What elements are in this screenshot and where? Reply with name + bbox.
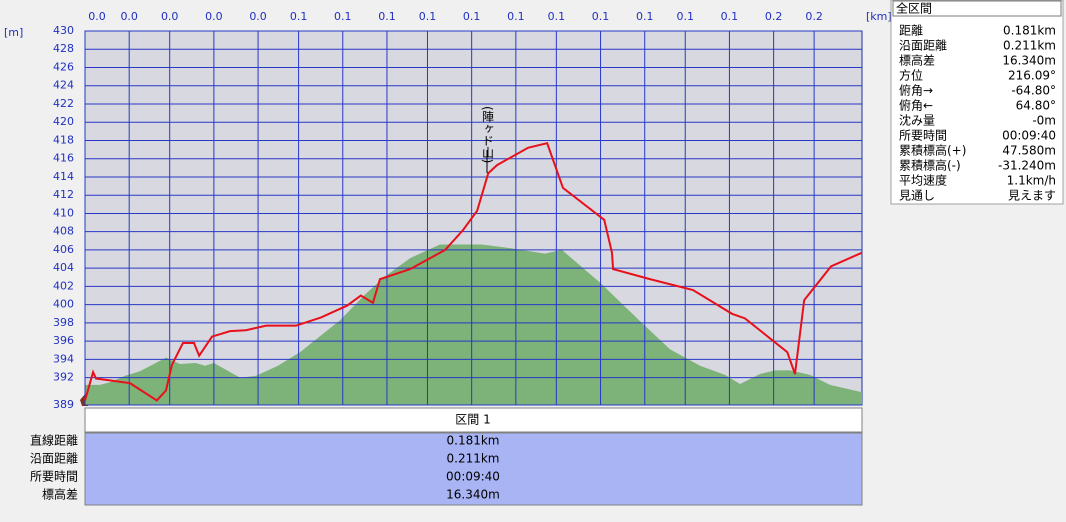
- section-title: 区間 1: [455, 413, 490, 427]
- y-tick-label: 398: [53, 316, 74, 329]
- summary-header[interactable]: [892, 0, 1062, 17]
- summary-label: 俯角←: [899, 98, 933, 113]
- y-tick-label: 428: [53, 42, 74, 55]
- section-label: 標高差: [42, 487, 78, 502]
- section-header: [84, 407, 863, 433]
- x-tick-label: 0.1: [334, 10, 352, 23]
- summary-value: 0.211km: [1003, 39, 1056, 53]
- summary-value: 見えます: [1008, 189, 1056, 203]
- section-label: 所要時間: [30, 470, 78, 484]
- summary-value: 0.181km: [1003, 24, 1056, 38]
- summary-value: 16.340m: [1002, 54, 1056, 68]
- summary-label: 沈み量: [899, 113, 935, 128]
- x-tick-label: 0.1: [378, 10, 396, 23]
- summary-value: -64.80°: [1011, 84, 1056, 98]
- section-value: 0.211km: [447, 452, 500, 466]
- summary-value: 1.1km/h: [1007, 174, 1056, 188]
- route-line: [84, 142, 863, 402]
- summary-value: 00:09:40: [1002, 129, 1056, 143]
- x-tick-label: 0.1: [676, 10, 694, 23]
- x-tick-label: 0.1: [592, 10, 610, 23]
- summary-panel: [890, 0, 1064, 205]
- summary-label: 標高差: [899, 53, 935, 68]
- summary-label: 沿面距離: [899, 39, 947, 53]
- y-tick-label: 422: [53, 97, 74, 110]
- x-tick-label: 0.1: [548, 10, 566, 23]
- x-tick-label: 0.1: [721, 10, 739, 23]
- summary-value: -31.240m: [998, 159, 1056, 173]
- summary-label: 俯角→: [899, 83, 933, 98]
- summary-value: 216.09°: [1008, 69, 1056, 83]
- summary-label: 距離: [899, 24, 923, 38]
- section-value: 16.340m: [446, 488, 500, 502]
- x-tick-label: 0.1: [419, 10, 437, 23]
- summary-label: 累積標高(+): [899, 143, 966, 158]
- x-tick-label: 0.0: [205, 10, 223, 23]
- y-unit: [m]: [4, 26, 23, 39]
- y-tick-label: 410: [53, 206, 74, 219]
- x-tick-label: 0.2: [765, 10, 783, 23]
- x-unit: [km]: [866, 10, 892, 23]
- y-tick-label: 404: [53, 261, 74, 274]
- annotation: (陣ヶド山): [481, 106, 495, 163]
- summary-label: 所要時間: [899, 129, 947, 143]
- section-label: 沿面距離: [30, 452, 78, 466]
- y-tick-label: 418: [53, 133, 74, 146]
- summary-label: 累積標高(-): [899, 158, 961, 173]
- y-tick-label: 420: [53, 115, 74, 128]
- summary-value: 47.580m: [1002, 144, 1056, 158]
- x-tick-label: 0.1: [463, 10, 481, 23]
- x-tick-label: 0.1: [507, 10, 525, 23]
- y-tick-label: 412: [53, 188, 74, 201]
- y-tick-label: 424: [53, 79, 74, 92]
- section-body: [84, 432, 863, 506]
- y-tick-label: 414: [53, 170, 74, 183]
- y-tick-label: 392: [53, 371, 74, 384]
- x-tick-label: 0.0: [249, 10, 267, 23]
- y-tick-label: 426: [53, 60, 74, 73]
- summary-label: 方位: [899, 68, 923, 83]
- y-tick-label: 402: [53, 279, 74, 292]
- summary-label: 見通し: [899, 189, 935, 203]
- section-value: 0.181km: [447, 434, 500, 448]
- summary-title: 全区間: [896, 1, 932, 16]
- summary-value: 64.80°: [1016, 99, 1056, 113]
- y-tick-label: 394: [53, 352, 74, 365]
- section-value: 00:09:40: [446, 470, 500, 484]
- summary-value: -0m: [1032, 114, 1056, 128]
- y-tick-label: 430: [53, 24, 74, 37]
- y-tick-label: 416: [53, 152, 74, 165]
- x-tick-label: 0.2: [805, 10, 823, 23]
- x-tick-label: 0.0: [161, 10, 179, 23]
- summary-label: 平均速度: [899, 173, 947, 188]
- terrain-area: [85, 244, 862, 405]
- y-tick-label: 400: [53, 298, 74, 311]
- y-tick-label: 396: [53, 334, 74, 347]
- x-tick-label: 0.1: [636, 10, 654, 23]
- grid-layer: [84, 30, 862, 406]
- x-tick-label: 0.1: [290, 10, 308, 23]
- x-tick-label: 0.0: [88, 10, 106, 23]
- y-tick-label: 389: [53, 398, 74, 411]
- plot-layer: [85, 244, 862, 405]
- x-tick-label: 0.0: [120, 10, 138, 23]
- y-tick-label: 408: [53, 225, 74, 238]
- y-tick-label: 406: [53, 243, 74, 256]
- section-label: 直線距離: [30, 433, 78, 448]
